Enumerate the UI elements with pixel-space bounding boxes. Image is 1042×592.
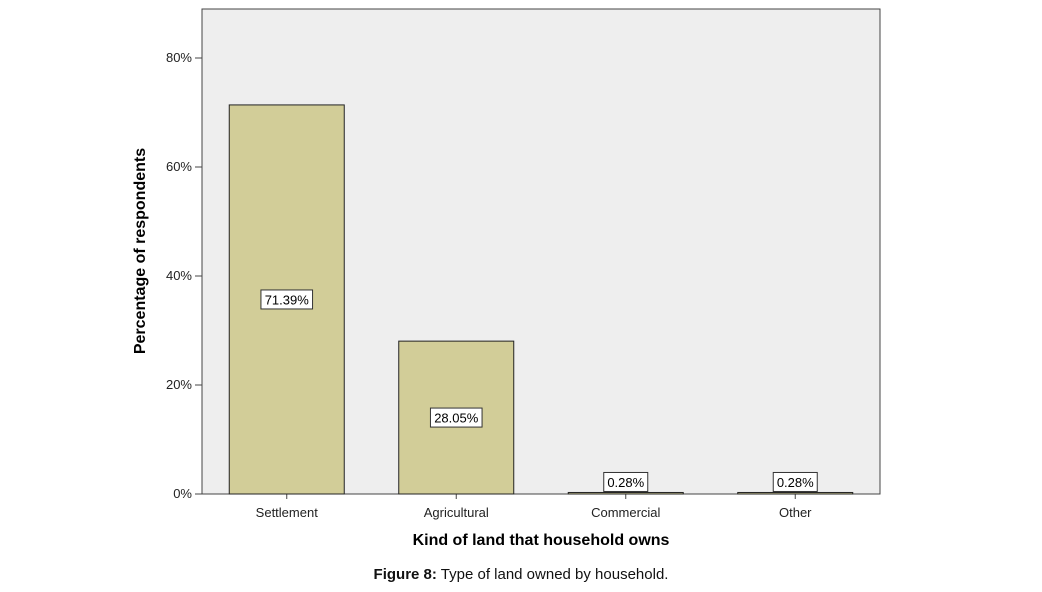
figure-caption-text: Type of land owned by household. <box>436 566 669 583</box>
data-label-text: 0.28% <box>607 475 644 490</box>
x-tick-label: Other <box>779 505 812 520</box>
x-axis-title: Kind of land that household owns <box>413 532 670 549</box>
data-label: 28.05% <box>429 407 483 428</box>
y-tick-label: 20% <box>166 377 192 392</box>
data-labels: 71.39% 28.05% 0.28% 0.28% <box>260 289 818 492</box>
data-label: 0.28% <box>772 471 818 492</box>
bar-chart: 0% 20% 40% 60% 80% Settlement Agricultural Com… <box>132 8 881 549</box>
y-tick-label: 0% <box>173 486 192 501</box>
data-label-text: 0.28% <box>777 475 814 490</box>
data-label-box <box>772 471 818 492</box>
data-label-box <box>429 407 483 428</box>
data-label: 0.28% <box>603 471 649 492</box>
data-label-box <box>603 471 649 492</box>
x-tick-label: Commercial <box>591 505 660 520</box>
data-label-box <box>260 289 314 310</box>
x-tick-label: Settlement <box>256 505 319 520</box>
bar <box>737 491 854 495</box>
data-label-text: 71.39% <box>265 292 310 307</box>
x-axis: Settlement Agricultural Commercial Other <box>256 494 812 520</box>
y-tick-label: 80% <box>166 50 192 65</box>
figure-caption: Figure 8: Type of land owned by househol… <box>0 566 1042 583</box>
bar <box>567 491 684 495</box>
figure-caption-label: Figure 8: <box>373 566 437 583</box>
x-tick-label: Agricultural <box>424 505 489 520</box>
y-tick-label: 60% <box>166 159 192 174</box>
data-label-text: 28.05% <box>434 411 479 426</box>
y-tick-label: 40% <box>166 268 192 283</box>
y-axis-title: Percentage of respondents <box>132 148 149 354</box>
y-axis: 0% 20% 40% 60% 80% <box>166 50 202 501</box>
data-label: 71.39% <box>260 289 314 310</box>
